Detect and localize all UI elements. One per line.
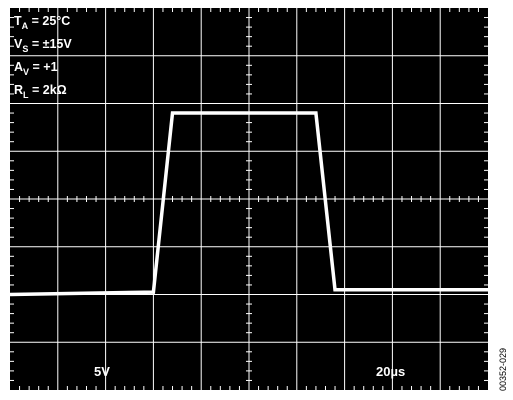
signal-trace [9, 111, 488, 297]
condition-rl: RL = 2kΩ [14, 83, 67, 100]
conditions-block: TA = 25°C VS = ±15V AV = +1 RL = 2kΩ [14, 14, 72, 100]
condition-av: AV = +1 [14, 60, 58, 77]
figure-id: 00352-029 [498, 348, 508, 391]
horizontal-scale-label: 20µs [376, 364, 405, 379]
condition-ta: TA = 25°C [14, 14, 70, 31]
condition-vs: VS = ±15V [14, 37, 72, 54]
vertical-scale-label: 5V [94, 364, 110, 379]
graticule [10, 8, 488, 390]
